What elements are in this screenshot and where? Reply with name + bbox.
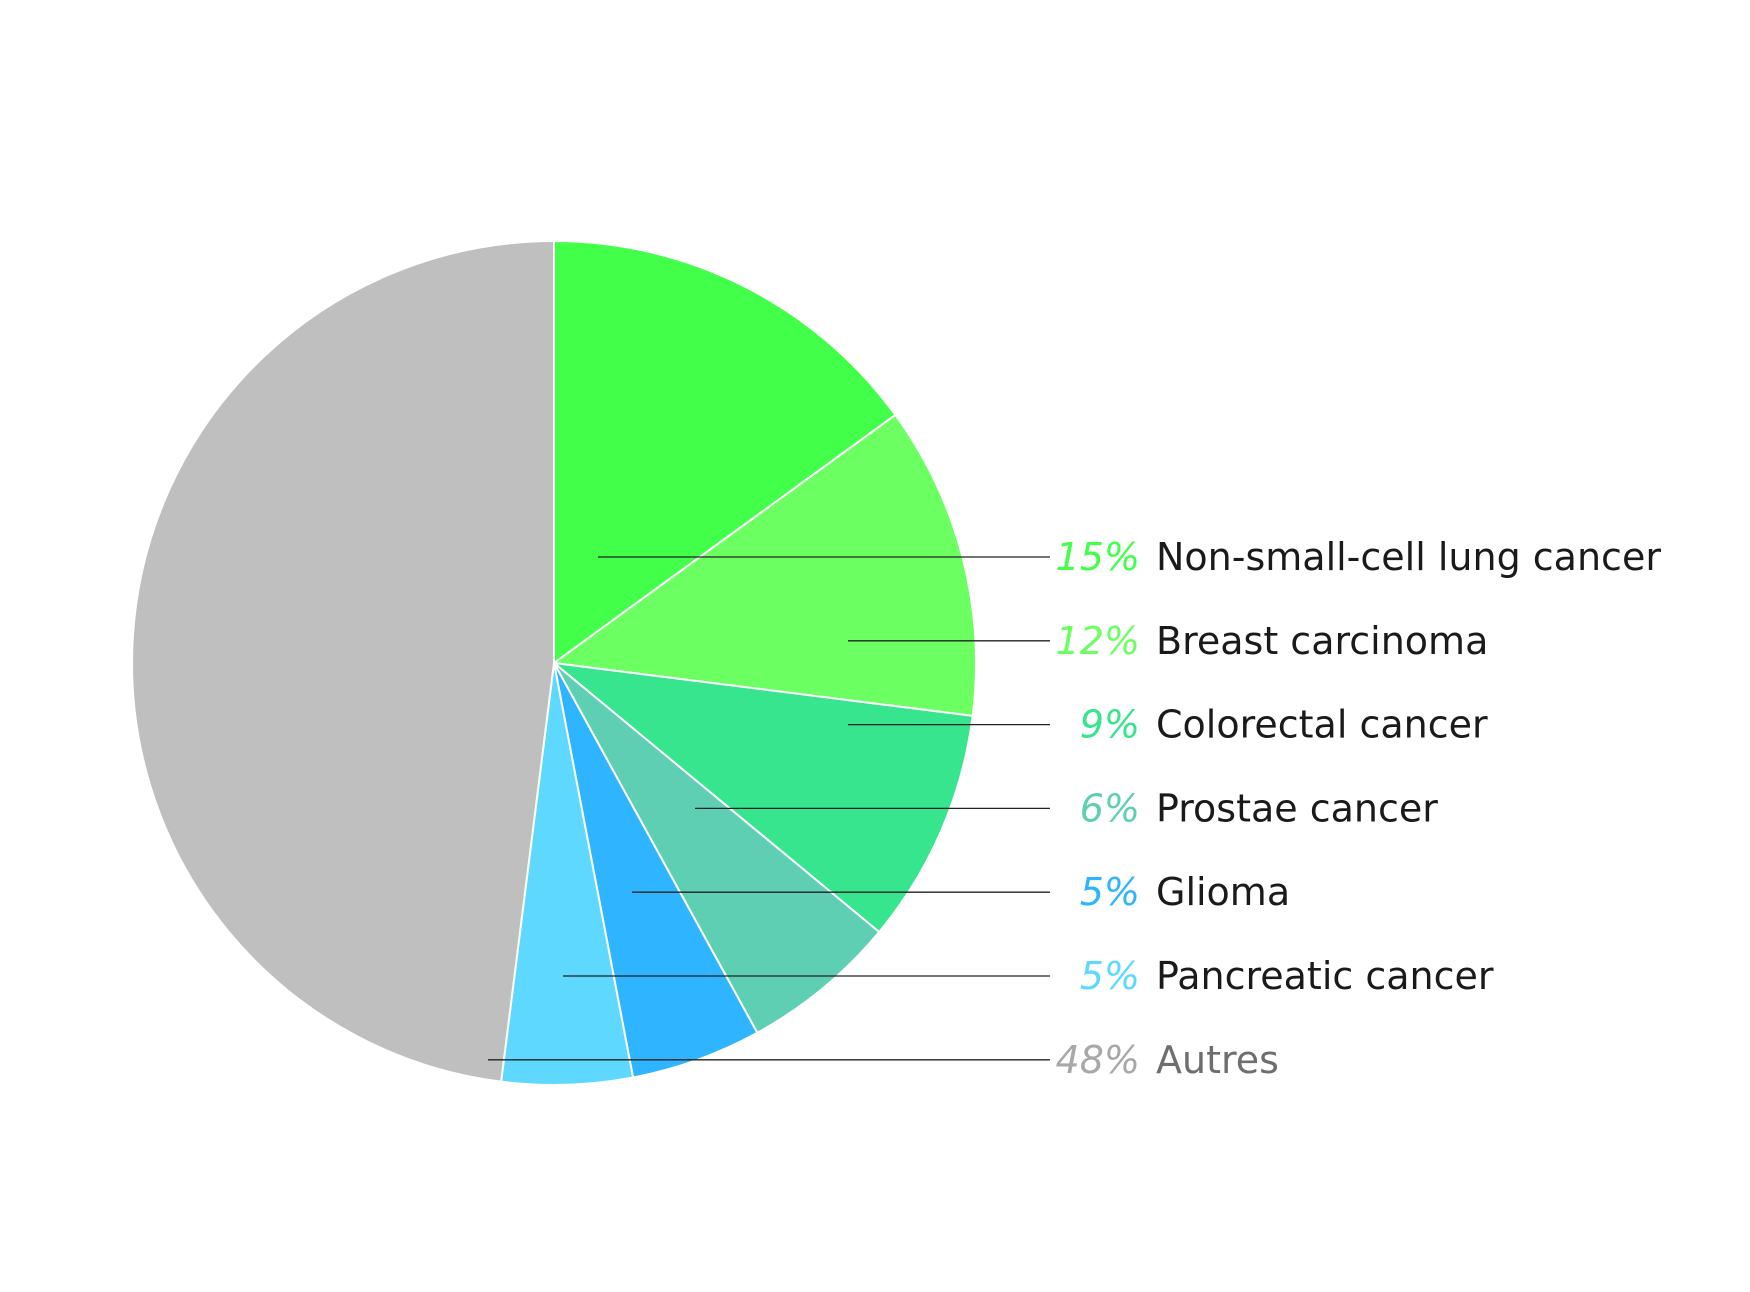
- leader-lines: [488, 556, 1050, 1061]
- slice-percent-label-6: 48%: [1056, 1038, 1140, 1082]
- slice-category-label-4: Glioma: [1156, 870, 1290, 914]
- slice-category-label-1: Breast carcinoma: [1156, 619, 1488, 663]
- pie-slice-6: [131, 240, 555, 1083]
- slice-category-label-0: Non-small-cell lung cancer: [1156, 535, 1661, 579]
- pie-slice-2: [553, 662, 974, 933]
- slice-percent-label-1: 12%: [1056, 619, 1140, 663]
- slice-category-label-2: Colorectal cancer: [1156, 703, 1488, 747]
- pie-slices: [131, 240, 977, 1086]
- slice-category-label-6: Autres: [1156, 1038, 1279, 1082]
- pie-slice-3: [553, 662, 881, 1034]
- slice-labels: 15% Non-small-cell lung cancer 12% Breast c…: [1056, 535, 1662, 1082]
- slice-percent-label-2: 9%: [1080, 703, 1140, 747]
- slice-category-label-3: Prostae cancer: [1156, 786, 1438, 830]
- slice-percent-label-5: 5%: [1080, 954, 1140, 998]
- slice-category-label-5: Pancreatic cancer: [1156, 954, 1494, 998]
- slice-percent-label-4: 5%: [1080, 870, 1140, 914]
- slice-percent-label-3: 6%: [1080, 786, 1140, 830]
- slice-percent-label-0: 15%: [1056, 535, 1140, 579]
